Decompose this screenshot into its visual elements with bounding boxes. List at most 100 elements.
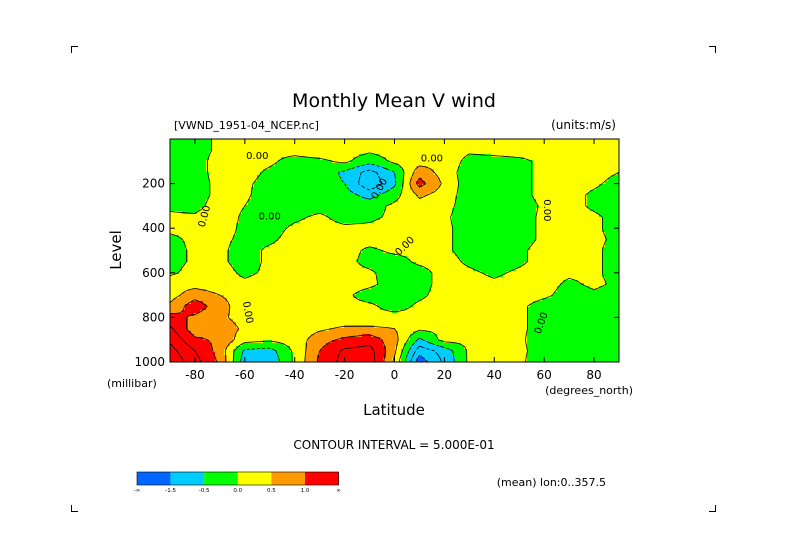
contour-cell [260,196,264,200]
contour-cell [242,181,246,185]
contour-cell [596,217,600,221]
contour-cell [395,205,399,209]
contour-cell [518,226,522,230]
contour-cell [272,229,276,233]
contour-cell [329,139,333,143]
contour-cell [203,154,207,158]
contour-cell [467,154,471,158]
contour-cell [521,178,525,182]
contour-cell [236,235,240,239]
contour-cell [509,154,513,158]
contour-cell [341,199,345,203]
contour-cell [224,160,228,164]
contour-cell [245,160,249,164]
contour-cell [530,232,534,236]
contour-cell [242,202,246,206]
contour-cell [413,172,417,176]
contour-cell [218,175,222,179]
contour-cell [239,214,243,218]
contour-cell [407,163,411,167]
contour-cell [524,139,528,143]
contour-cell [206,226,210,230]
contour-cell [440,205,444,209]
contour-cell [392,154,396,158]
contour-cell [404,139,408,143]
contour-cell [494,178,498,182]
contour-cell [419,214,423,218]
contour-cell [428,154,432,158]
contour-cell [239,196,243,200]
contour-cell [242,184,246,188]
contour-cell [563,220,567,224]
contour-cell [542,220,546,224]
contour-cell [551,181,555,185]
contour-cell [590,163,594,167]
contour-cell [350,232,354,236]
contour-cell [380,229,384,233]
contour-cell [212,229,216,233]
contour-cell [272,223,276,227]
contour-cell [581,175,585,179]
contour-cell [401,190,405,194]
contour-cell [470,166,474,170]
contour-cell [383,235,387,239]
contour-cell [491,178,495,182]
contour-cell [281,160,285,164]
contour-cell [308,232,312,236]
contour-cell [233,160,237,164]
contour-cell [272,220,276,224]
contour-cell [575,217,579,221]
contour-cell [440,166,444,170]
contour-cell [257,202,261,206]
contour-cell [560,172,564,176]
contour-cell [329,220,333,224]
contour-cell [497,226,501,230]
contour-cell [419,193,423,197]
contour-cell [536,160,540,164]
contour-cell [434,232,438,236]
contour-cell [575,190,579,194]
contour-cell [350,157,354,161]
contour-cell [557,193,561,197]
contour-cell [473,193,477,197]
contour-cell [392,211,396,215]
contour-cell [377,223,381,227]
contour-cell [260,178,264,182]
contour-cell [401,220,405,224]
contour-cell [251,238,255,242]
contour-cell [341,202,345,206]
contour-cell [281,145,285,149]
contour-cell [269,190,273,194]
contour-cell [449,211,453,215]
contour-cell [248,190,252,194]
contour-cell [578,139,582,143]
contour-cell [416,202,420,206]
contour-cell [359,151,363,155]
contour-cell [203,166,207,170]
contour-cell [194,154,198,158]
contour-cell [581,199,585,203]
contour-cell [452,223,456,227]
contour-cell [500,166,504,170]
contour-cell [323,226,327,230]
contour-cell [398,220,402,224]
contour-cell [341,169,345,173]
contour-cell [377,145,381,149]
contour-cell [422,184,426,188]
contour-cell [266,142,270,146]
contour-cell [227,202,231,206]
contour-cell [275,232,279,236]
contour-cell [521,166,525,170]
contour-cell [233,163,237,167]
contour-cell [545,187,549,191]
contour-cell [371,154,375,158]
contour-cell [188,235,192,239]
contour-cell [353,175,357,179]
contour-cell [188,160,192,164]
contour-cell [344,157,348,161]
contour-cell [383,148,387,152]
contour-cell [518,217,522,221]
contour-cell [197,145,201,149]
contour-cell [254,154,258,158]
contour-cell [452,145,456,149]
